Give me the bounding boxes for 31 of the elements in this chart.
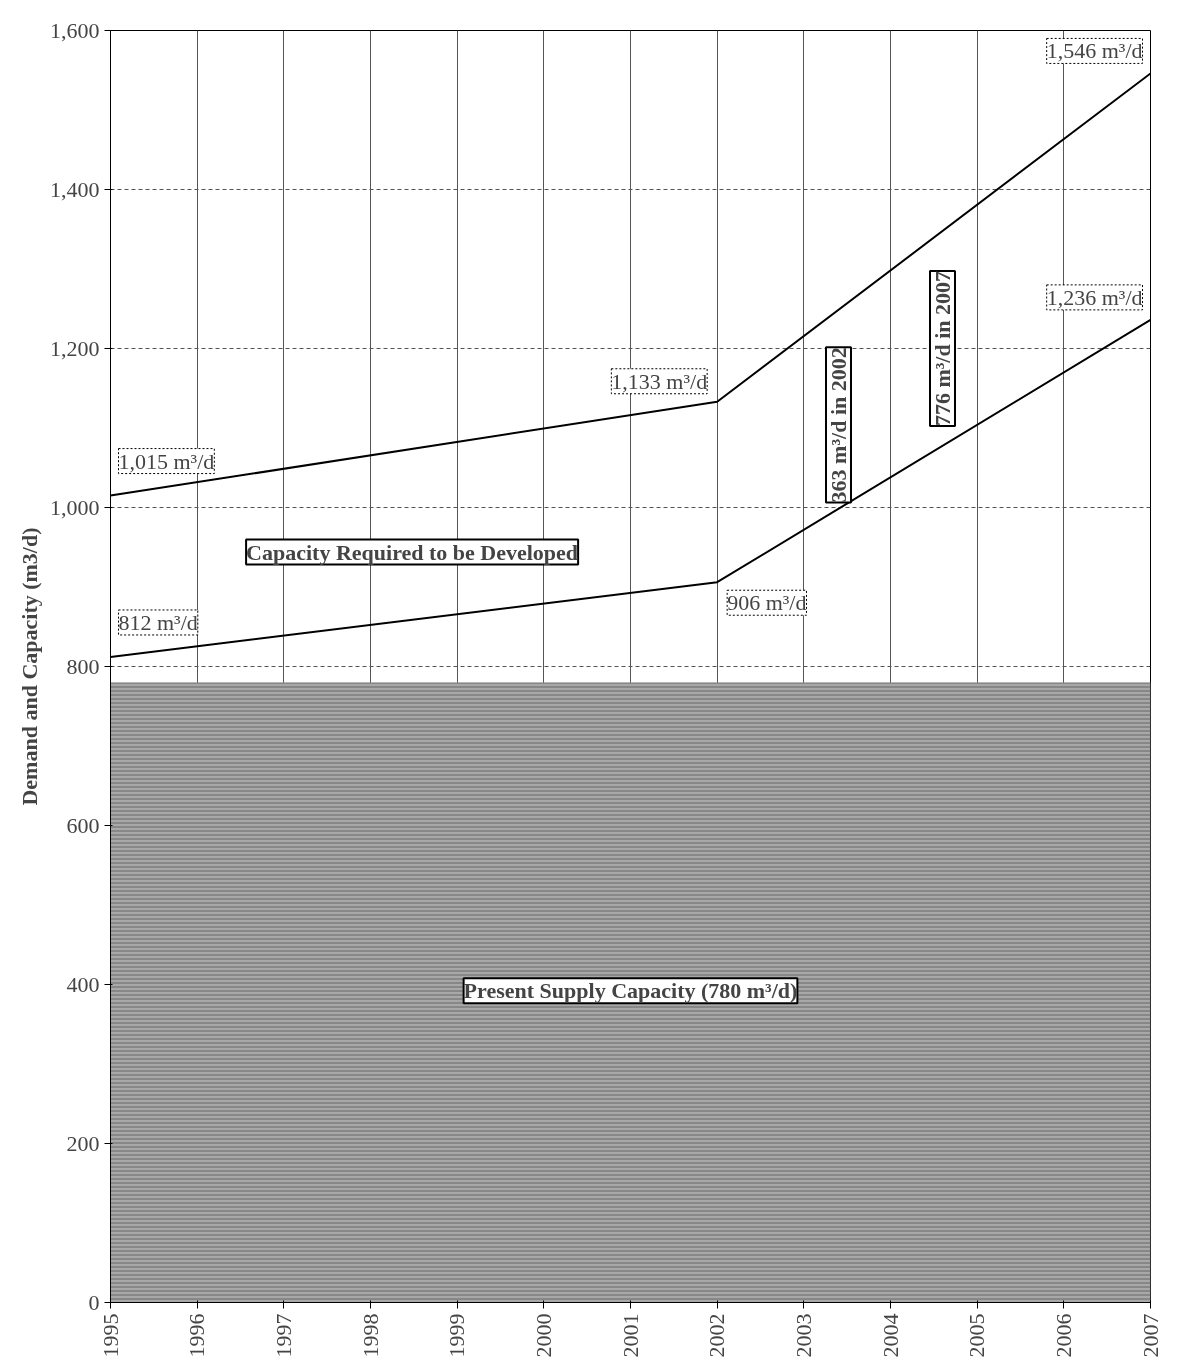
data-label: 1,546 m³/d — [1046, 38, 1143, 64]
x-tick-label: 1995 — [97, 1313, 123, 1358]
x-tick-label: 2002 — [704, 1313, 730, 1358]
y-tick-label: 1,400 — [50, 176, 100, 202]
x-tick-label: 1997 — [270, 1313, 296, 1358]
x-tick-label: 2007 — [1137, 1313, 1163, 1358]
y-tick-label: 800 — [66, 653, 100, 679]
x-tick-label: 1996 — [184, 1313, 210, 1358]
data-label: 1,015 m³/d — [118, 448, 215, 474]
y-tick-label: 400 — [66, 971, 100, 997]
annotation: 363 m³/d in 2002 — [826, 347, 851, 503]
x-tick-label: 1998 — [357, 1313, 383, 1358]
data-label: 906 m³/d — [727, 590, 807, 616]
x-tick-label: 2000 — [530, 1313, 556, 1358]
y-axis-title: Demand and Capacity (m3/d) — [17, 527, 42, 806]
x-tick-label: 2003 — [790, 1313, 816, 1358]
y-tick-label: 0 — [88, 1289, 100, 1315]
data-label: 1,236 m³/d — [1046, 284, 1143, 310]
data-label: 1,133 m³/d — [611, 368, 708, 394]
y-tick-label: 600 — [66, 812, 100, 838]
y-tick-label: 1,000 — [50, 494, 100, 520]
y-tick-label: 200 — [66, 1130, 100, 1156]
y-tick-label: 1,600 — [50, 17, 100, 43]
annotation: 776 m³/d in 2007 — [930, 270, 955, 427]
y-tick-label: 1,200 — [50, 335, 100, 361]
x-tick-label: 2006 — [1050, 1313, 1076, 1358]
data-label: 812 m³/d — [118, 609, 198, 635]
x-tick-label: 2001 — [617, 1313, 643, 1358]
x-tick-label: 2005 — [964, 1313, 990, 1358]
x-tick-label: 2004 — [877, 1313, 903, 1358]
x-tick-label: 1999 — [444, 1313, 470, 1358]
